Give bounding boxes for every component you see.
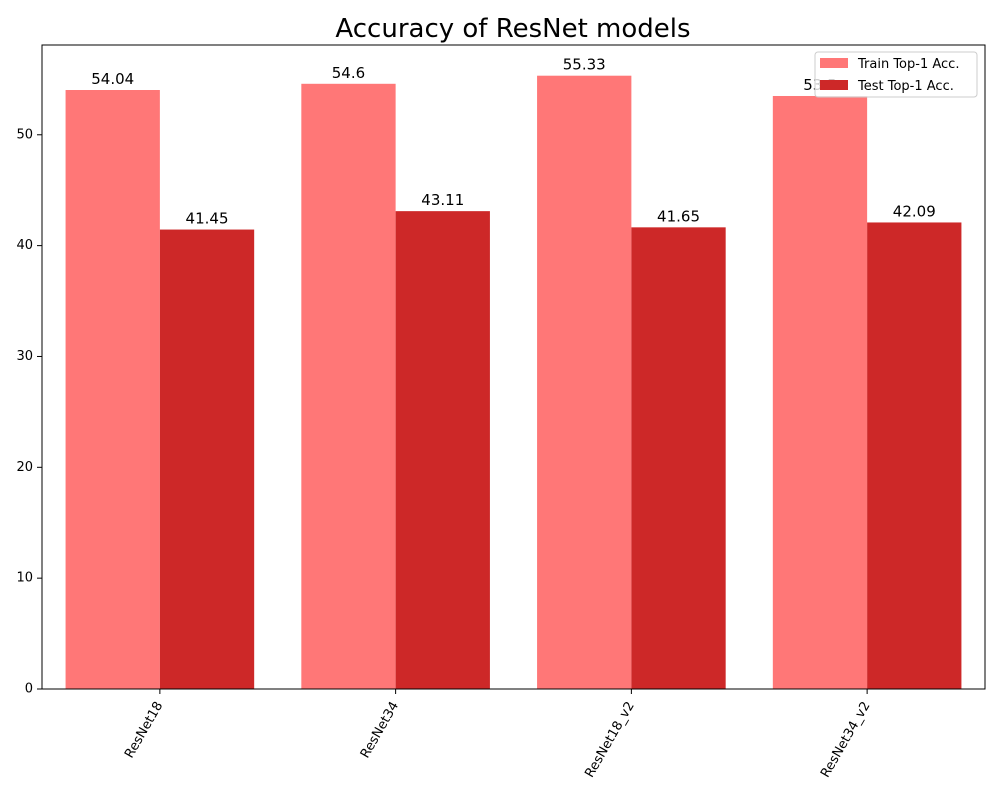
legend: Train Top-1 Acc. Test Top-1 Acc.	[814, 51, 978, 98]
bar-train-1	[301, 83, 396, 690]
legend-box	[814, 51, 978, 98]
data-label-train-2: 55.33	[563, 56, 606, 74]
plot-frame	[41, 44, 986, 690]
y-tick-label-5: 50	[16, 127, 33, 142]
y-tick-label-3: 30	[16, 349, 33, 364]
y-tick-label-1: 10	[16, 571, 33, 586]
bar-train-0	[65, 90, 160, 689]
data-label-test-2: 41.65	[657, 207, 700, 225]
legend-swatch-test	[820, 80, 848, 90]
x-axis: ResNet18 ResNet34 ResNet18_v2 ResNet34_v2	[122, 689, 874, 780]
legend-label-test: Test Top-1 Acc.	[857, 79, 954, 94]
y-tick-label-0: 0	[25, 682, 33, 697]
bar-test-1	[395, 211, 490, 689]
legend-label-train: Train Top-1 Acc.	[857, 57, 959, 72]
data-label-train-0: 54.04	[91, 70, 134, 88]
bar-test-0	[159, 229, 255, 690]
y-tick-label-4: 40	[16, 238, 33, 253]
x-tick-label-0: ResNet18	[122, 699, 166, 761]
chart-title: Accuracy of ResNet models	[335, 14, 690, 44]
data-label-test-1: 43.11	[421, 191, 464, 209]
x-tick-label-2: ResNet18_v2	[582, 699, 638, 780]
bar-train-2	[537, 75, 632, 689]
data-label-train-1: 54.6	[332, 64, 365, 82]
y-axis: 0 10 20 30 40 50	[16, 127, 42, 697]
bar-test-3	[867, 222, 962, 689]
bar-train-3	[772, 95, 868, 689]
bars-layer	[65, 75, 962, 690]
data-label-test-3: 42.09	[893, 202, 936, 220]
bar-test-2	[631, 227, 726, 690]
x-tick-label-1: ResNet34	[358, 699, 402, 761]
x-tick-label-3: ResNet34_v2	[818, 699, 874, 780]
legend-swatch-train	[820, 58, 848, 68]
data-label-test-0: 41.45	[186, 210, 229, 228]
y-tick-label-2: 20	[16, 460, 33, 475]
